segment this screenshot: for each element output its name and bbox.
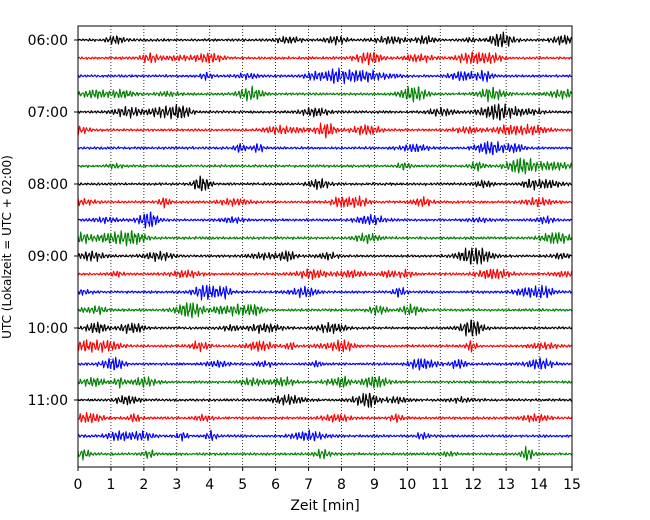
x-axis-title: Zeit [min] [290, 498, 359, 514]
x-tick-label-5: 5 [238, 477, 247, 493]
trace-line-0645 [77, 85, 573, 103]
y-tick-label-2: 08:00 [28, 177, 68, 193]
trace-line-0900 [77, 247, 573, 265]
x-tick-label-2: 2 [139, 477, 148, 493]
x-tick-label-1: 1 [106, 477, 115, 493]
x-tick-label-11: 11 [431, 477, 449, 493]
trace-line-1030 [77, 356, 573, 371]
trace-line-0715 [77, 122, 573, 139]
trace-line-0615 [77, 51, 573, 66]
x-tick-label-9: 9 [370, 477, 379, 493]
trace-line-0745 [77, 157, 573, 175]
x-tick-label-6: 6 [271, 477, 280, 493]
x-tick-label-8: 8 [337, 477, 346, 493]
x-tick-label-4: 4 [205, 477, 214, 493]
trace-line-1130 [77, 429, 573, 442]
trace-line-1000 [77, 319, 573, 337]
x-tick-label-10: 10 [398, 477, 416, 493]
x-tick-label-12: 12 [464, 477, 482, 493]
trace-line-0930 [77, 284, 573, 301]
y-tick-label-1: 07:00 [28, 105, 68, 121]
trace-layer [77, 31, 573, 461]
trace-line-0800 [77, 175, 573, 192]
axis-layer: 0 1 2 3 4 5 6 7 8 9 10 11 12 13 14 1506:0007:0008:0009:… [28, 25, 581, 493]
trace-line-0700 [77, 103, 573, 121]
y-tick-label-5: 11:00 [28, 393, 68, 409]
trace-line-1100 [77, 392, 573, 408]
plot-frame [77, 25, 573, 468]
trace-line-0600 [77, 31, 573, 48]
x-tick-label-7: 7 [304, 477, 313, 493]
trace-line-1115 [77, 411, 573, 424]
x-tick-label-3: 3 [172, 477, 181, 493]
x-tick-label-14: 14 [530, 477, 548, 493]
x-tick-label-0: 0 [74, 477, 83, 493]
trace-line-0730 [77, 140, 573, 156]
trace-line-1045 [77, 375, 573, 389]
trace-line-0845 [77, 230, 573, 247]
trace-line-1015 [77, 339, 573, 353]
trace-line-0830 [77, 211, 573, 229]
trace-line-0815 [77, 195, 573, 209]
trace-line-0915 [77, 268, 573, 280]
y-tick-label-4: 10:00 [28, 321, 68, 337]
trace-line-1145 [77, 445, 573, 461]
x-tick-label-13: 13 [497, 477, 515, 493]
y-axis-title: UTC (Lokalzeit = UTC + 02:00) [0, 155, 14, 339]
y-tick-label-0: 06:00 [28, 33, 68, 49]
trace-line-0945 [77, 302, 573, 319]
trace-line-0630 [77, 67, 573, 85]
y-tick-label-3: 09:00 [28, 249, 68, 265]
x-tick-label-15: 15 [563, 477, 581, 493]
